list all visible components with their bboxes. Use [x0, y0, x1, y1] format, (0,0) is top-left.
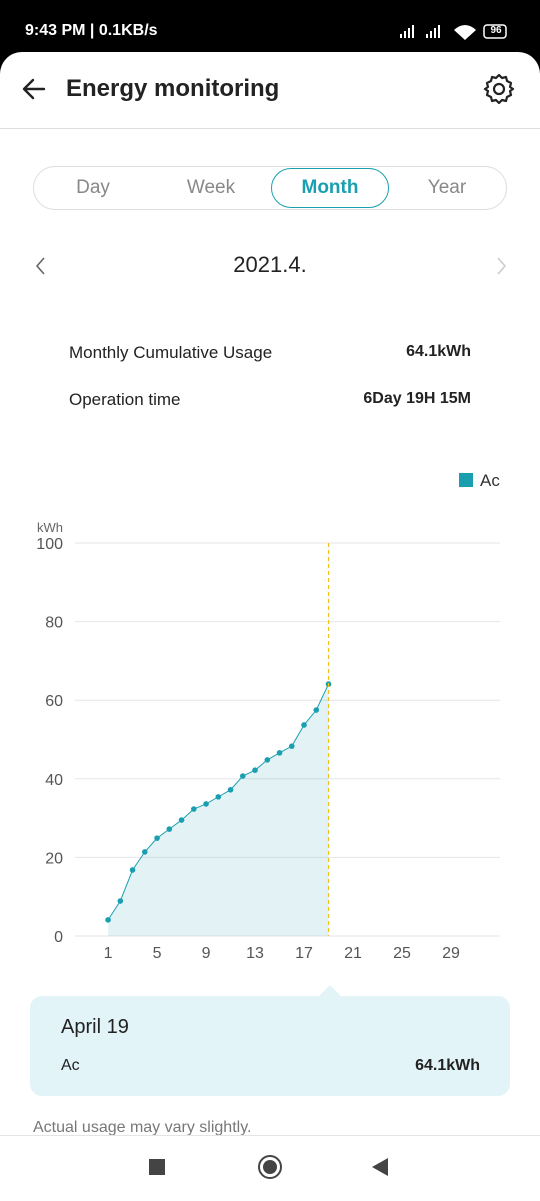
tooltip-label: Ac — [61, 1057, 80, 1074]
data-point — [264, 757, 271, 763]
period: 2021.4. — [233, 252, 307, 277]
settings-button[interactable] — [482, 72, 516, 106]
summary-value: 6Day 19H 15M — [363, 390, 471, 407]
y-tick-label: 0 — [54, 929, 63, 946]
data-point — [154, 835, 160, 841]
data-point — [252, 767, 258, 773]
status-time: 9:43 PM | 0.1KB/s — [25, 22, 158, 39]
data-point — [227, 787, 234, 793]
back-button[interactable] — [20, 74, 52, 106]
legend-swatch — [459, 473, 473, 487]
summary-value: 64.1kWh — [406, 343, 471, 360]
nav-buttons — [149, 1155, 388, 1179]
tooltip — [30, 996, 510, 1096]
x-tick-label: 25 — [393, 945, 411, 962]
data-point — [166, 826, 173, 832]
summary-label: Operation time — [69, 390, 181, 409]
legend-label: Ac — [480, 471, 500, 490]
data-point — [129, 867, 136, 873]
data-point — [203, 801, 209, 807]
data-point — [313, 707, 320, 713]
summary-label: Monthly Cumulative Usage — [69, 343, 273, 362]
tooltip-title: April 19 — [61, 1016, 129, 1038]
tab[interactable]: Day — [76, 177, 110, 198]
tab[interactable]: Week — [186, 177, 236, 198]
data-point — [215, 794, 222, 800]
y-tick-label: 100 — [36, 536, 63, 553]
next-period[interactable] — [492, 255, 510, 277]
x-tick-label: 21 — [344, 945, 362, 962]
data-point — [288, 743, 295, 749]
y-tick-label: 40 — [45, 772, 63, 789]
status-bar: 9:43 PM | 0.1KB/s 96 — [0, 0, 540, 52]
divider — [0, 128, 540, 129]
data-point — [142, 849, 148, 855]
home-button-dot — [263, 1160, 277, 1174]
battery-level: 96 — [490, 25, 502, 36]
y-axis-label: kWh — [37, 520, 63, 535]
recents-button[interactable] — [149, 1159, 165, 1175]
y-tick-label: 60 — [45, 693, 63, 710]
x-tick-label: 5 — [153, 945, 162, 962]
data-point — [105, 917, 111, 923]
x-tick-label: 9 — [202, 945, 211, 962]
data-point — [178, 817, 185, 823]
prev-period[interactable] — [32, 255, 50, 277]
chart: kWh 0 20 40 60 80 100 1 5 9 13 17 21 25 29 Ac — [36, 471, 500, 962]
x-tick-label: 1 — [104, 945, 113, 962]
home-button[interactable] — [258, 1155, 282, 1179]
tab-bar — [33, 166, 507, 210]
series-area — [108, 684, 329, 936]
footer-note: Actual usage may vary slightly. — [33, 1119, 252, 1136]
tooltip-pointer — [318, 985, 342, 997]
y-tick-label: 80 — [45, 615, 63, 632]
data-point — [239, 773, 246, 779]
data-point — [191, 806, 197, 812]
x-tick-label: 13 — [246, 945, 264, 962]
tab[interactable]: Year — [427, 177, 467, 198]
y-tick-label: 20 — [45, 850, 63, 867]
back-nav-button[interactable] — [372, 1158, 388, 1176]
status-icons — [400, 24, 507, 40]
x-tick-label: 17 — [295, 945, 313, 962]
tooltip-value: 64.1kWh — [415, 1057, 480, 1074]
data-point — [301, 722, 307, 728]
page-title: Energy monitoring — [66, 75, 280, 102]
x-tick-label: 29 — [442, 945, 460, 962]
data-point — [117, 898, 124, 904]
tab[interactable]: Month — [271, 168, 389, 208]
data-point — [276, 750, 283, 756]
